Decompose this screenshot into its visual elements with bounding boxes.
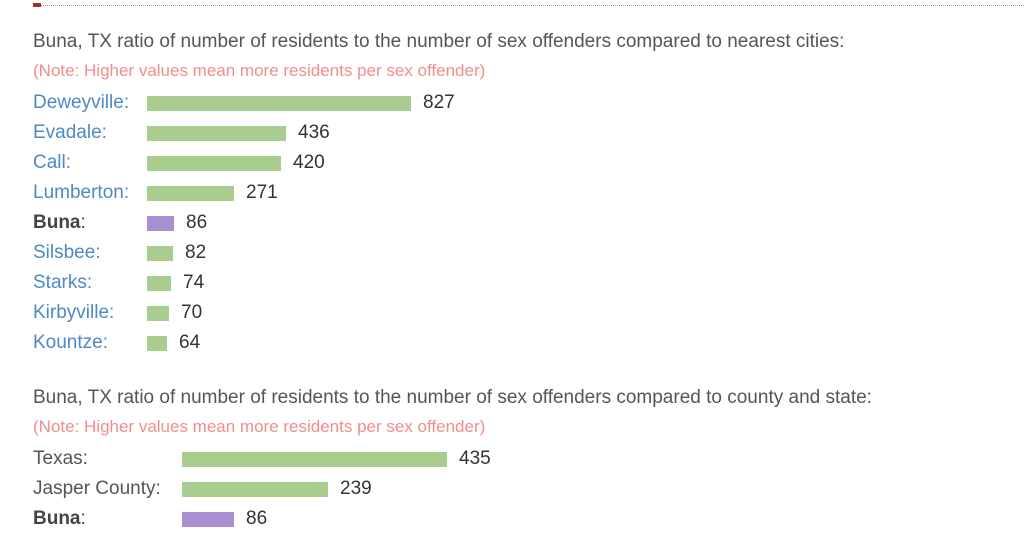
bar-value: 436 xyxy=(298,122,330,143)
bar xyxy=(147,155,281,171)
chart-row-starks: Starks: 74 xyxy=(33,268,1024,298)
chart-row-kountze: Kountze: 64 xyxy=(33,328,1024,358)
label-colon: : xyxy=(101,122,107,143)
bar-value: 64 xyxy=(179,332,201,353)
highlight-label: Buna: xyxy=(33,508,86,529)
bar-value: 70 xyxy=(181,302,203,323)
chart-note: (Note: Higher values mean more residents… xyxy=(33,61,486,80)
bar-value: 86 xyxy=(246,508,268,529)
city-label-link[interactable]: Evadale: xyxy=(33,122,107,143)
bar-value: 239 xyxy=(340,478,372,499)
bar xyxy=(147,245,173,261)
chart-row-evadale: Evadale: 436 xyxy=(33,118,1024,148)
label-colon: : xyxy=(80,212,86,233)
label-colon: : xyxy=(80,508,86,529)
city-label-link[interactable]: Call: xyxy=(33,152,72,173)
label-colon: : xyxy=(155,478,161,499)
label-colon: : xyxy=(102,332,109,353)
label-colon: : xyxy=(86,272,93,293)
bar xyxy=(147,335,167,351)
bar-highlight xyxy=(147,215,174,231)
chart-title: Buna, TX ratio of number of residents to… xyxy=(33,31,845,52)
chart-row-jasper-county: Jasper County: 239 xyxy=(33,474,1024,504)
label-colon: : xyxy=(123,182,130,203)
label-colon: : xyxy=(82,448,88,469)
chart-row-texas: Texas: 435 xyxy=(33,444,1024,474)
divider-accent-mark xyxy=(33,3,41,7)
city-label-link[interactable]: Lumberton: xyxy=(33,182,130,203)
chart-title: Buna, TX ratio of number of residents to… xyxy=(33,387,872,408)
city-label-link[interactable]: Silsbee: xyxy=(33,242,101,263)
bar xyxy=(182,451,447,467)
bar-value: 86 xyxy=(186,212,208,233)
chart-row-deweyville: Deweyville: 827 xyxy=(33,88,1024,118)
chart-note: (Note: Higher values mean more residents… xyxy=(33,417,486,436)
region-label: Texas: xyxy=(33,448,88,469)
city-label-link[interactable]: Kirbyville: xyxy=(33,302,115,323)
chart-row-lumberton: Lumberton: 271 xyxy=(33,178,1024,208)
city-label-link[interactable]: Kountze: xyxy=(33,332,109,353)
top-dotted-divider xyxy=(33,5,1024,6)
bar xyxy=(147,275,171,291)
highlight-label: Buna: xyxy=(33,212,86,233)
label-colon: : xyxy=(65,152,72,173)
bar xyxy=(147,125,286,141)
bar xyxy=(147,305,169,321)
bar-value: 420 xyxy=(293,152,325,173)
label-colon: : xyxy=(123,92,130,113)
bar-highlight xyxy=(182,511,234,527)
bar-value: 435 xyxy=(459,448,491,469)
bar-value: 82 xyxy=(185,242,207,263)
label-colon: : xyxy=(109,302,115,323)
chart-nearest-cities: Buna, TX ratio of number of residents to… xyxy=(33,30,1024,358)
chart-county-state: Buna, TX ratio of number of residents to… xyxy=(33,386,1024,534)
chart-row-buna-highlight: Buna: 86 xyxy=(33,504,1024,534)
label-colon: : xyxy=(95,242,101,263)
bar-value: 827 xyxy=(423,92,455,113)
chart-row-call: Call: 420 xyxy=(33,148,1024,178)
city-label-link[interactable]: Starks: xyxy=(33,272,93,293)
bar xyxy=(147,185,234,201)
region-label: Jasper County: xyxy=(33,478,161,499)
bar xyxy=(182,481,328,497)
chart-rows: Texas: 435 Jasper County: 239 Buna: 86 xyxy=(33,444,1024,534)
bar-value: 74 xyxy=(183,272,205,293)
chart-rows: Deweyville: 827 Evadale: 436 Call: 420 L… xyxy=(33,88,1024,358)
bar xyxy=(147,95,411,111)
city-label-link[interactable]: Deweyville: xyxy=(33,92,130,113)
chart-row-kirbyville: Kirbyville: 70 xyxy=(33,298,1024,328)
bar-value: 271 xyxy=(246,182,278,203)
chart-row-buna-highlight: Buna: 86 xyxy=(33,208,1024,238)
page-content: Buna, TX ratio of number of residents to… xyxy=(33,30,1024,534)
chart-row-silsbee: Silsbee: 82 xyxy=(33,238,1024,268)
